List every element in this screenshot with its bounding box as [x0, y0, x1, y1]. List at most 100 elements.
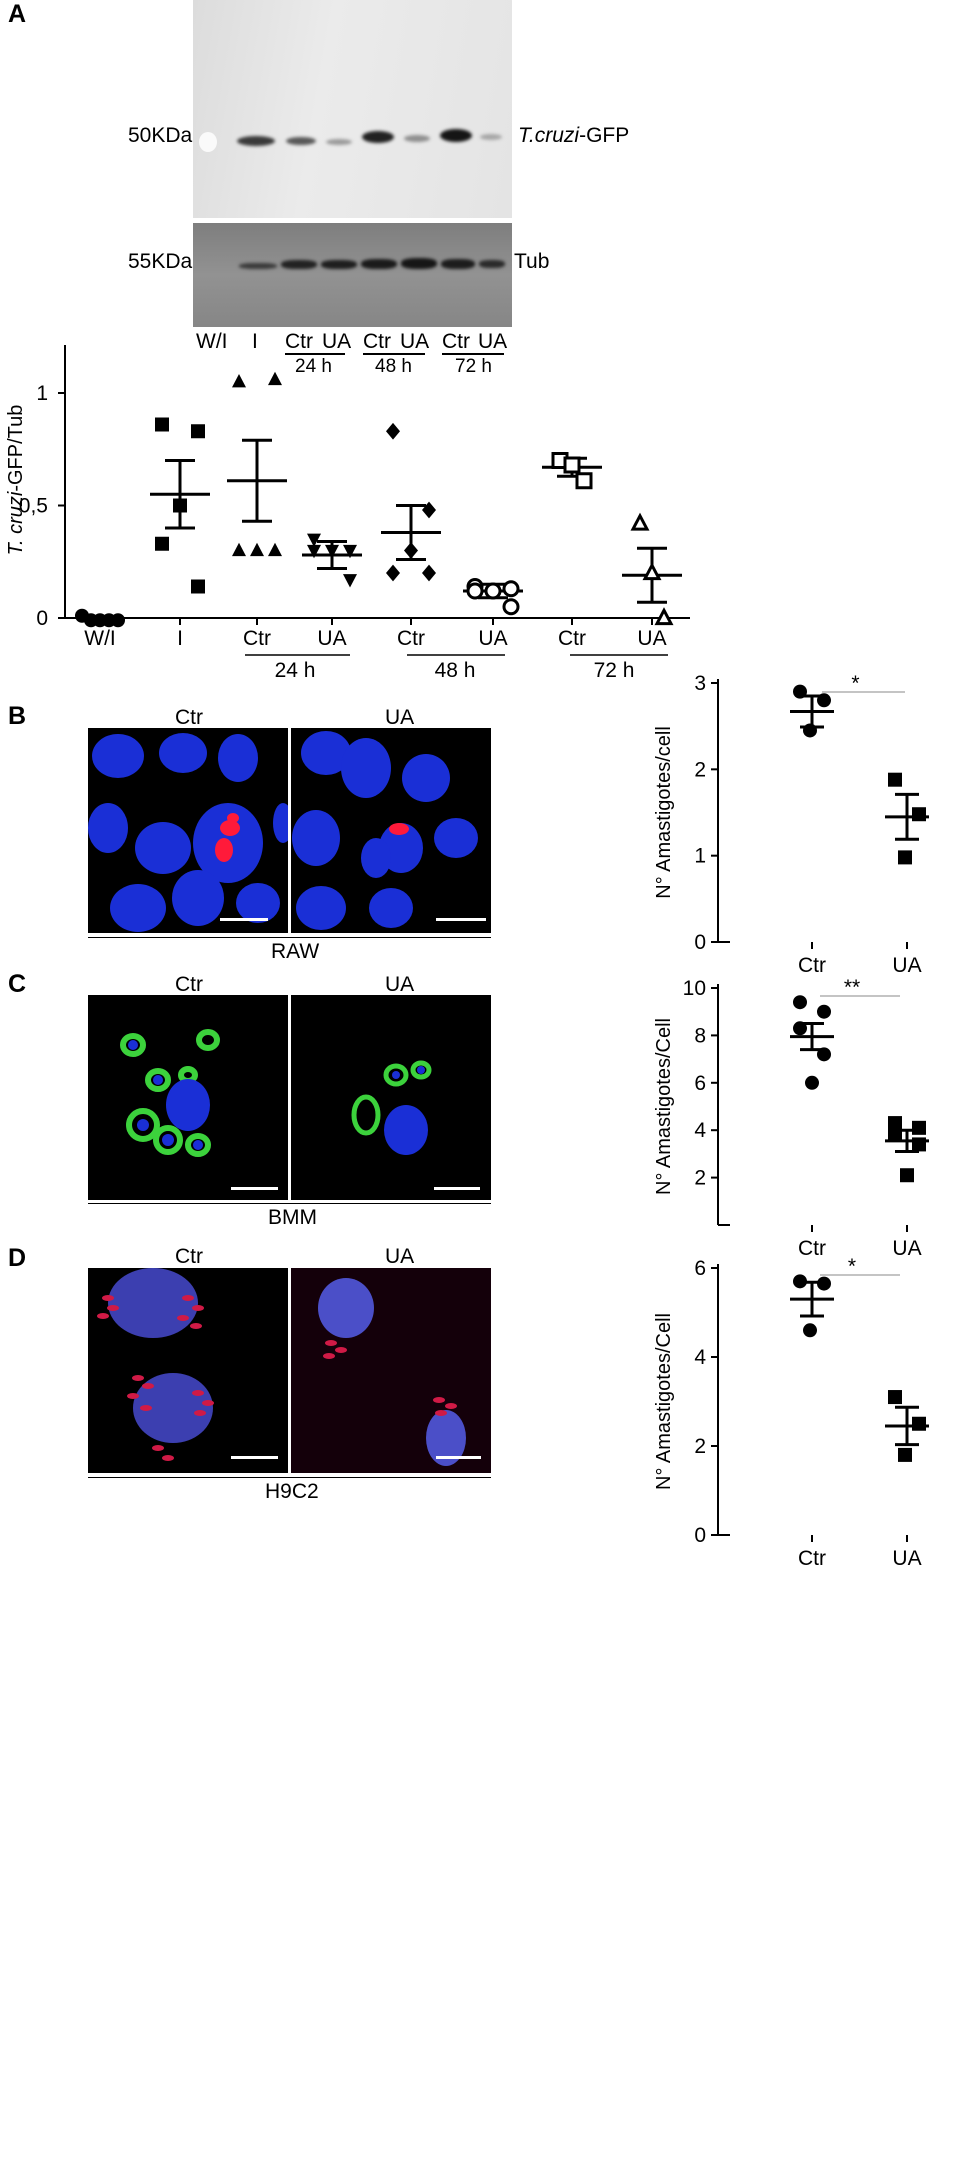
data-point	[912, 1416, 926, 1431]
data-point	[404, 542, 418, 559]
significance-label: *	[851, 672, 859, 695]
time-label: 72 h	[455, 356, 492, 377]
micro-b-right-label: UA	[385, 706, 415, 729]
data-point	[155, 536, 169, 551]
x-tick-label: Ctr	[798, 1237, 826, 1260]
y-tick-label: 2	[694, 758, 706, 781]
lane-label: I	[252, 330, 258, 353]
x-tick-label: UA	[892, 1237, 921, 1260]
micro-c-left-label: Ctr	[175, 973, 203, 996]
data-point	[250, 542, 264, 557]
micrograph-h9c2-ctr	[88, 1268, 288, 1473]
band-lane-ctr48	[362, 131, 394, 143]
blot-gfp	[193, 0, 512, 218]
band-lane-ua72	[480, 134, 502, 140]
data-point	[422, 501, 436, 519]
data-point	[805, 1075, 819, 1090]
data-point	[191, 424, 205, 439]
y-tick-label: 1	[694, 845, 706, 868]
x-tick-label: UA	[478, 627, 507, 650]
data-point	[191, 579, 205, 594]
band-label-tub: Tub	[514, 250, 550, 273]
caption-rule	[88, 1477, 491, 1478]
micrograph-h9c2-ua	[291, 1268, 491, 1473]
panel-label-b: B	[8, 702, 27, 730]
x-tick-label: UA	[892, 954, 921, 977]
micro-d-right-label: UA	[385, 1245, 415, 1268]
data-point	[817, 1047, 831, 1062]
group-label: 24 h	[275, 659, 316, 682]
data-point	[817, 1004, 831, 1019]
x-tick-label: UA	[317, 627, 346, 650]
x-tick-label: UA	[637, 627, 666, 650]
group-label: 48 h	[435, 659, 476, 682]
micrograph-raw-ua	[291, 728, 491, 933]
lane-label: W/I	[196, 330, 228, 353]
y-tick-label: 4	[694, 1119, 706, 1142]
micro-c-right-label: UA	[385, 973, 415, 996]
data-point	[888, 1390, 902, 1405]
data-point	[793, 995, 807, 1010]
lane-label: UA	[400, 330, 430, 353]
band-lane-ctr24	[286, 137, 316, 145]
micro-c-caption: BMM	[268, 1206, 317, 1229]
band-lane-ua24	[326, 139, 352, 145]
y-axis-label: N° Amastigotes/cell	[653, 726, 675, 899]
y-tick-label: 6	[694, 1072, 706, 1095]
significance-label: **	[844, 976, 860, 999]
data-point	[912, 1120, 926, 1135]
y-tick-label: 8	[694, 1024, 706, 1047]
data-point	[803, 723, 817, 738]
x-tick-label: Ctr	[798, 1547, 826, 1570]
data-point	[803, 1323, 817, 1338]
data-point	[912, 1137, 926, 1152]
data-point	[654, 607, 674, 626]
data-point	[484, 582, 502, 600]
data-point	[888, 772, 902, 787]
y-tick-label: 0	[694, 1524, 706, 1547]
time-label: 48 h	[375, 356, 412, 377]
time-underline	[285, 353, 345, 355]
data-point	[386, 564, 400, 582]
data-point	[817, 1276, 831, 1291]
group-label: 72 h	[594, 659, 635, 682]
data-point	[793, 1274, 807, 1289]
data-point	[888, 1125, 902, 1140]
panel-label-d: D	[8, 1244, 27, 1272]
data-point	[502, 598, 520, 616]
y-tick-label: 4	[694, 1346, 706, 1369]
blot-tubulin	[193, 223, 512, 327]
y-tick-label: 2	[694, 1167, 706, 1190]
data-point	[642, 562, 662, 581]
band-label-gfp: T.cruzi-GFP	[518, 124, 630, 147]
tub-band-ua48	[401, 258, 437, 269]
data-point	[793, 684, 807, 699]
data-point	[155, 417, 169, 432]
tub-band-ua24	[321, 260, 357, 269]
lane-label: UA	[478, 330, 508, 353]
y-tick-label: 0	[36, 607, 48, 630]
lane-label: Ctr	[285, 330, 313, 353]
tub-band-i	[239, 263, 277, 269]
data-point	[898, 1447, 912, 1462]
data-point	[325, 544, 339, 559]
lane-label: UA	[322, 330, 352, 353]
marker-50kda: 50KDa	[128, 124, 193, 147]
data-point	[466, 582, 484, 600]
data-point	[268, 371, 282, 386]
data-point	[173, 498, 187, 513]
data-point	[343, 544, 357, 559]
panel-label-a: A	[8, 0, 27, 28]
x-tick-label: Ctr	[798, 954, 826, 977]
band-lane-i	[237, 136, 275, 146]
caption-rule	[88, 1203, 491, 1204]
data-point	[111, 613, 125, 628]
lane-label: Ctr	[363, 330, 391, 353]
x-tick-label: Ctr	[558, 627, 586, 650]
tub-band-ua72	[479, 260, 505, 268]
data-point	[502, 580, 520, 598]
data-point	[268, 542, 282, 557]
data-point	[307, 533, 321, 547]
x-tick-label: Ctr	[397, 627, 425, 650]
